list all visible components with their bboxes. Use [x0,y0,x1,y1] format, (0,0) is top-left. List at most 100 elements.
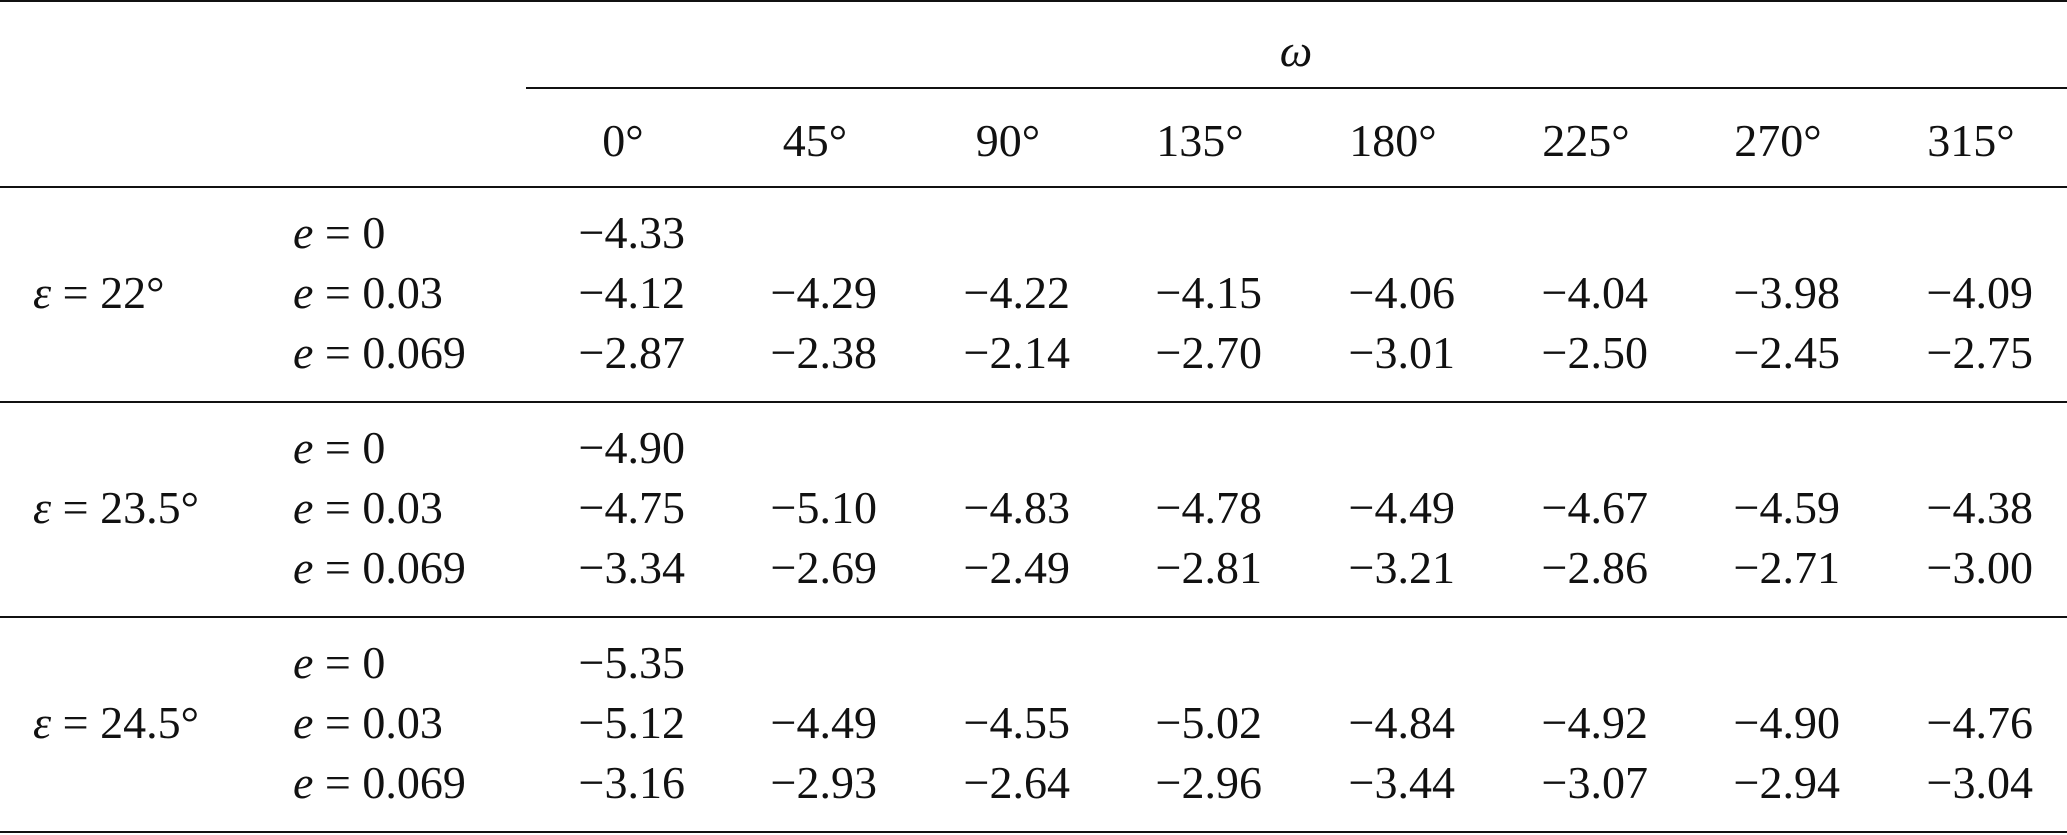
cell-value: 4.12 [604,267,686,318]
cell-value: 4.38 [1952,482,2034,533]
table-cell: −4.29 [707,270,877,316]
e-symbol: e [293,757,314,808]
table-cell: −2.75 [1863,330,2033,376]
table-cell: −4.04 [1478,270,1648,316]
cell-value: 4.04 [1567,267,1649,318]
table-cell: −2.86 [1478,545,1648,591]
minus-sign: − [1155,482,1182,533]
minus-sign: − [770,697,797,748]
cell-value: 3.34 [604,542,686,593]
cell-value: 3.44 [1374,757,1456,808]
e-symbol: e [293,542,314,593]
cell-value: 2.86 [1567,542,1649,593]
minus-sign: − [963,482,990,533]
table-cell: −5.35 [515,640,685,686]
table-cell: −2.69 [707,545,877,591]
column-header: 270° [1734,115,1822,166]
table-cell: −4.49 [1285,485,1455,531]
cell-value: 4.84 [1374,697,1456,748]
cell-value: 5.12 [604,697,686,748]
cell-value: 3.01 [1374,327,1456,378]
table-cell: −2.71 [1670,545,1840,591]
cell-value: 4.22 [989,267,1071,318]
table-cell: −4.49 [707,700,877,746]
equals-sign: = [313,637,363,688]
minus-sign: − [1348,542,1375,593]
cell-value: 4.33 [604,207,686,258]
equals-sign: = [313,207,363,258]
table-cell: −4.75 [515,485,685,531]
e-value: 0.069 [362,327,466,378]
cell-value: 5.02 [1181,697,1263,748]
minus-sign: − [578,542,605,593]
cell-value: 4.49 [1374,482,1456,533]
column-header: 0° [602,115,644,166]
minus-sign: − [578,697,605,748]
cell-value: 3.21 [1374,542,1456,593]
cell-value: 4.90 [1759,697,1841,748]
e-value: 0.069 [362,542,466,593]
table-cell: −4.12 [515,270,685,316]
epsilon-value: 23.5° [100,482,199,533]
minus-sign: − [578,207,605,258]
cell-value: 2.96 [1181,757,1263,808]
eccentricity-label: e = 0.069 [293,760,466,806]
cell-value: 2.50 [1567,327,1649,378]
table-cell: −2.14 [900,330,1070,376]
equals-sign: = [51,482,101,533]
group-rule-1 [0,401,2067,403]
cell-value: 4.09 [1952,267,2034,318]
cell-value: 2.75 [1952,327,2034,378]
e-value: 0 [362,422,386,473]
minus-sign: − [1155,697,1182,748]
table-cell: −2.93 [707,760,877,806]
minus-sign: − [1926,697,1953,748]
top-rule [0,0,2067,2]
e-symbol: e [293,697,314,748]
minus-sign: − [1155,327,1182,378]
group-rule-2 [0,616,2067,618]
minus-sign: − [1926,482,1953,533]
e-value: 0.03 [362,267,443,318]
minus-sign: − [1541,327,1568,378]
eccentricity-label: e = 0 [293,425,385,471]
cell-value: 4.78 [1181,482,1263,533]
e-value: 0.03 [362,482,443,533]
minus-sign: − [578,757,605,808]
table-cell: −4.55 [900,700,1070,746]
table-cell: −3.04 [1863,760,2033,806]
cell-value: 2.71 [1759,542,1841,593]
epsilon-value: 22° [100,267,165,318]
minus-sign: − [1348,267,1375,318]
cell-value: 2.49 [989,542,1071,593]
e-symbol: e [293,422,314,473]
minus-sign: − [578,422,605,473]
cell-value: 4.92 [1567,697,1649,748]
cell-value: 2.64 [989,757,1071,808]
table-cell: −5.10 [707,485,877,531]
epsilon-symbol: ε [33,697,52,748]
minus-sign: − [1926,542,1953,593]
minus-sign: − [1155,542,1182,593]
table-cell: −4.09 [1863,270,2033,316]
table-cell: −4.06 [1285,270,1455,316]
header-rule [0,186,2067,188]
eccentricity-label: e = 0 [293,640,385,686]
eccentricity-label: e = 0.03 [293,700,443,746]
minus-sign: − [578,327,605,378]
table-cell: −4.33 [515,210,685,256]
table-cell: −2.45 [1670,330,1840,376]
minus-sign: − [1926,267,1953,318]
table-cell: −2.87 [515,330,685,376]
cell-value: 3.00 [1952,542,2034,593]
cell-value: 2.38 [796,327,878,378]
minus-sign: − [1733,327,1760,378]
table-cell: −3.01 [1285,330,1455,376]
column-header: 315° [1927,115,2015,166]
equals-sign: = [313,757,363,808]
minus-sign: − [963,542,990,593]
table-cell: −2.70 [1092,330,1262,376]
minus-sign: − [1733,482,1760,533]
minus-sign: − [1541,267,1568,318]
minus-sign: − [1733,757,1760,808]
